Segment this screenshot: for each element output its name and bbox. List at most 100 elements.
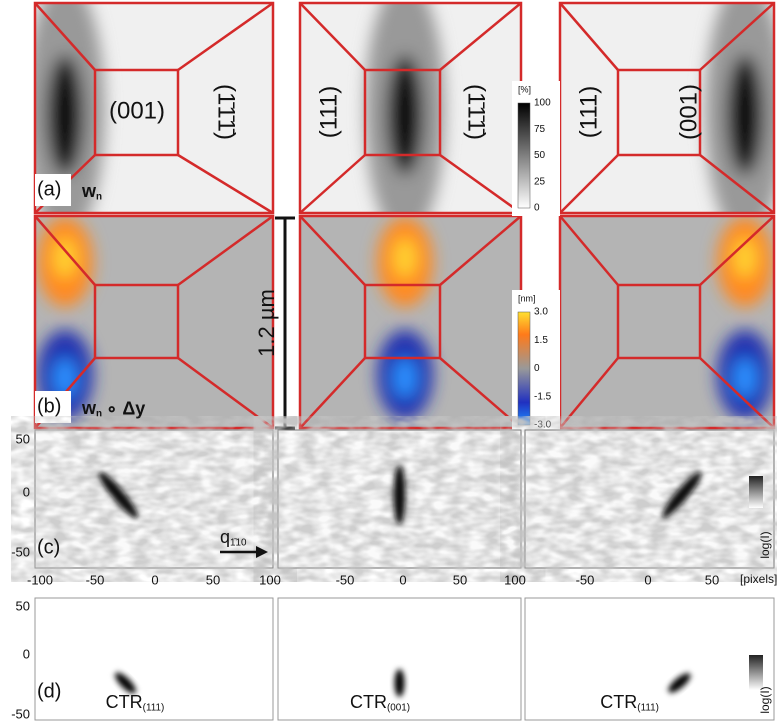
facet-top [93, 283, 180, 360]
ctr-label: CTR(001) [350, 692, 410, 713]
colorbar-label: log(I) [758, 686, 772, 713]
x-tick-label: 100 [259, 572, 281, 587]
y-tick-label: -50 [11, 544, 30, 559]
quantity-label-base: w [81, 181, 97, 201]
ctr-label: CTR(111) [600, 692, 659, 713]
facet-edge [699, 215, 775, 286]
scale-label: 1.2 µm [254, 289, 279, 357]
facet-label: (111) [315, 86, 342, 138]
q-arrow-head [256, 546, 268, 558]
facet-edge [559, 215, 619, 286]
facet-edge [177, 1, 274, 72]
ctr-label-sub: (111) [143, 702, 165, 713]
facet-label: (1̄1̄1̄) [463, 84, 490, 140]
facet-edge [177, 214, 274, 287]
map-content [35, 3, 105, 213]
panel-label: (b) [37, 395, 61, 417]
colorbar-unit: [%] [518, 84, 531, 94]
quantity-label: wn ∘ Δy [81, 398, 145, 419]
facet-edge [299, 215, 366, 286]
ctr-peak [394, 669, 405, 697]
x-unit: [pixels] [740, 572, 777, 586]
facet-label: (001) [675, 84, 702, 140]
map-content [705, 3, 774, 213]
facet-edge [299, 357, 366, 429]
ctr-label-sub: (111) [637, 702, 659, 713]
map-panel [558, 1, 776, 215]
map-content [365, 3, 445, 213]
facet-edge [299, 2, 366, 71]
weight-blob [47, 55, 83, 175]
arrow-label-sub: 1̄10 [230, 537, 247, 548]
facet-edge [559, 2, 619, 71]
ctr-streak [98, 471, 139, 519]
colorbar-tick: 3.0 [534, 307, 548, 318]
facet-top [363, 68, 442, 157]
x-tick-label: 50 [206, 572, 220, 587]
facet-frame [33, 1, 275, 215]
y-tick-label: 50 [16, 598, 30, 613]
panel-label: (c) [37, 536, 60, 558]
facet-top [363, 283, 442, 360]
speckle [525, 430, 774, 568]
facet-edge [439, 153, 522, 215]
colorbar-tick: 75 [534, 124, 546, 135]
facet-edge [699, 154, 775, 214]
facet-label: (111) [575, 86, 602, 138]
panel-label: (a) [37, 178, 61, 200]
facet-label: (1̄1̄1̄) [213, 84, 240, 140]
ctr-label-base: CTR [350, 692, 387, 712]
colorbar-tick: -3.0 [534, 420, 552, 431]
y-tick-label: 50 [16, 431, 30, 446]
ctr-peak [668, 673, 691, 693]
displacement-pos-core [53, 238, 77, 278]
x-tick-label: 0 [399, 572, 406, 587]
x-tick-label: 50 [453, 572, 467, 587]
colorbar-tick: 0 [534, 203, 540, 214]
ctr-label-base: CTR [600, 692, 637, 712]
displacement-neg-core [733, 358, 757, 398]
facet-edge [699, 2, 775, 71]
ctr-label-sub: (001) [387, 702, 410, 713]
speckle [35, 430, 273, 568]
facet-label: (001) [109, 97, 165, 124]
y-tick-label: 0 [23, 646, 30, 661]
x-tick-label: -100 [27, 572, 53, 587]
weight-blob [387, 55, 423, 175]
ctr-streak [662, 471, 702, 519]
x-tick-label: 0 [644, 572, 651, 587]
colorbar-label: log(I) [758, 531, 772, 558]
facet-edge [439, 2, 522, 71]
quantity-label: wn [81, 181, 102, 202]
facet-top [93, 68, 180, 157]
facet-edge [559, 154, 619, 214]
quantity-label-sub: n [96, 408, 102, 419]
x-tick-label: -50 [86, 572, 105, 587]
displacement-pos-core [393, 238, 417, 278]
x-tick-label: 100 [504, 572, 526, 587]
ctr-label-base: CTR [106, 692, 143, 712]
arrow-label: q1̄10 [220, 527, 247, 548]
quantity-label-sub: n [96, 191, 102, 202]
colorbar-tick: 0 [534, 363, 540, 374]
facet-frame [33, 214, 275, 430]
colorbar-tick: 1.5 [534, 335, 548, 346]
colorbar [517, 102, 531, 209]
displacement-neg-core [393, 358, 417, 398]
colorbar-tick: 50 [534, 150, 546, 161]
colorbar [517, 311, 531, 426]
x-tick-label: 50 [705, 572, 719, 587]
panel-label: (d) [37, 680, 61, 702]
colorbar [749, 655, 763, 690]
diffraction-panel [277, 597, 522, 721]
diffraction-panel [34, 597, 274, 721]
colorbar [749, 476, 763, 508]
ctr-streak [393, 465, 406, 525]
diffraction-panel [524, 597, 775, 721]
x-tick-label: 0 [151, 572, 158, 587]
facet-top [616, 283, 702, 360]
facet-edge [177, 356, 274, 430]
facet-edge [177, 153, 274, 215]
map-panel [558, 214, 776, 430]
